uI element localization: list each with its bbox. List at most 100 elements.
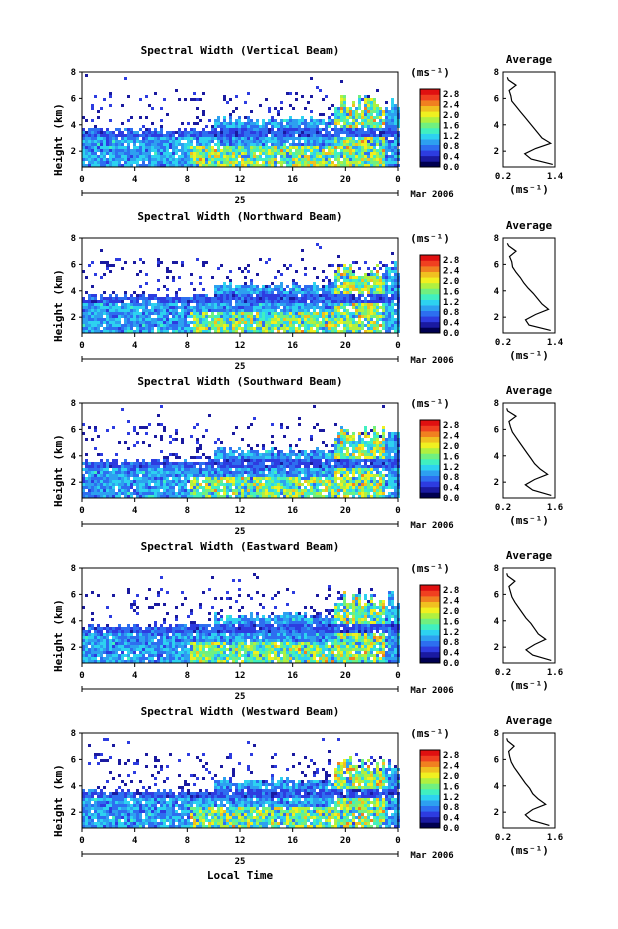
colorbar-swatch [420,822,440,829]
colorbar-swatch [420,585,440,591]
x-tick-label: 20 [340,836,351,846]
colorbar-frame [419,254,441,334]
y-tick-label: 8 [71,399,76,409]
colorbar-tick-label: 2.8 [443,90,459,100]
y-axis-label: Height (km) [52,434,65,507]
x-tick-label: 4 [132,671,138,681]
date-label: 25 [235,362,246,372]
panel-title: Spectral Width (Westward Beam) [141,705,340,718]
month-label: Mar 2006 [410,190,453,200]
colorbar-swatch [420,777,440,784]
profile-line [506,243,551,331]
colorbar-unit: (ms⁻¹) [410,562,450,575]
y-tick-label: 8 [71,564,76,574]
colorbar-tick-label: 0.0 [443,824,459,834]
colorbar-tick-label: 2.4 [443,597,460,607]
colorbar-swatch [420,492,440,499]
colorbar-swatch [420,436,440,443]
colorbar-swatch [420,299,440,306]
profile-x-tick-label: 1.6 [547,668,563,678]
x-tick-label: 8 [185,506,190,516]
profile-y-tick-label: 6 [494,94,499,104]
colorbar-tick-label: 1.6 [443,617,459,627]
colorbar-swatch [420,755,440,762]
colorbar-swatch [420,425,440,432]
x-tick-label: 8 [185,341,190,351]
profile-y-tick-label: 2 [494,643,499,653]
x-tick-label: 0 [395,506,400,516]
y-tick-label: 8 [71,729,76,739]
colorbar-swatch [420,327,440,334]
colorbar-swatch [420,288,440,295]
profile-x-tick-label: 1.6 [547,503,563,513]
y-tick-label: 2 [71,643,76,653]
colorbar-swatch [420,816,440,823]
profile-unit: (ms⁻¹) [509,679,549,692]
colorbar-swatch [420,294,440,300]
colorbar-swatch [420,750,440,756]
x-tick-label: 4 [132,506,138,516]
profile-title: Average [506,53,553,66]
month-label: Mar 2006 [410,356,453,366]
date-label: 25 [235,857,246,867]
x-tick-label: 4 [132,175,138,185]
colorbar-swatch [420,111,440,118]
heatmap-cells [82,74,400,167]
y-tick-label: 8 [71,68,76,78]
colorbar-tick-label: 2.0 [443,277,459,287]
colorbar-tick-label: 1.2 [443,793,459,803]
colorbar-tick-label: 2.0 [443,111,459,121]
profile-y-tick-label: 6 [494,590,499,600]
colorbar-tick-label: 0.0 [443,163,459,173]
colorbar-tick-label: 0.4 [443,814,460,824]
colorbar-tick-label: 2.4 [443,101,460,111]
month-label: Mar 2006 [410,686,453,696]
colorbar-tick-label: 0.0 [443,659,459,669]
heatmap-cells [82,573,400,663]
y-tick-label: 6 [71,94,76,104]
y-tick-label: 2 [71,313,76,323]
colorbar-tick-label: 0.8 [443,473,459,483]
colorbar-swatch [420,794,440,801]
profile-y-tick-label: 8 [494,399,499,409]
y-tick-label: 4 [71,121,77,131]
profile-y-tick-label: 2 [494,147,499,157]
y-tick-label: 8 [71,234,76,244]
panel-title: Spectral Width (Eastward Beam) [141,540,340,553]
profile-title: Average [506,384,553,397]
colorbar-swatch [420,260,440,267]
colorbar-swatch [420,805,440,812]
profile-frame [502,237,556,334]
x-tick-label: 0 [79,506,84,516]
colorbar-swatch [420,772,440,779]
colorbar-swatch [420,310,440,317]
colorbar-swatch [420,116,440,123]
x-tick-label: 16 [287,341,298,351]
profile-y-tick-label: 4 [494,121,500,131]
profile-x-tick-label: 1.6 [547,833,563,843]
heatmap-cells [82,405,400,498]
colorbar-swatch [420,766,440,773]
profile-unit: (ms⁻¹) [509,514,549,527]
colorbar-swatch [420,94,440,101]
x-tick-label: 0 [395,836,400,846]
profile-x-tick-label: 0.2 [495,668,511,678]
colorbar-swatch [420,447,440,454]
colorbar-tick-label: 0.8 [443,142,459,152]
profile-x-tick-label: 0.2 [495,172,511,182]
y-tick-label: 6 [71,755,76,765]
panel-title: Spectral Width (Southward Beam) [137,375,342,388]
colorbar-swatch [420,651,440,658]
x-tick-label: 0 [79,671,84,681]
colorbar-tick-label: 1.2 [443,628,459,638]
colorbar-swatch [420,624,440,630]
profile-y-tick-label: 8 [494,564,499,574]
colorbar-swatch [420,481,440,488]
profile-title: Average [506,714,553,727]
colorbar-tick-label: 2.4 [443,762,460,772]
x-tick-label: 4 [132,836,138,846]
colorbar-swatch [420,420,440,426]
colorbar-swatch [420,811,440,818]
colorbar-swatch [420,321,440,328]
colorbar-swatch [420,612,440,619]
